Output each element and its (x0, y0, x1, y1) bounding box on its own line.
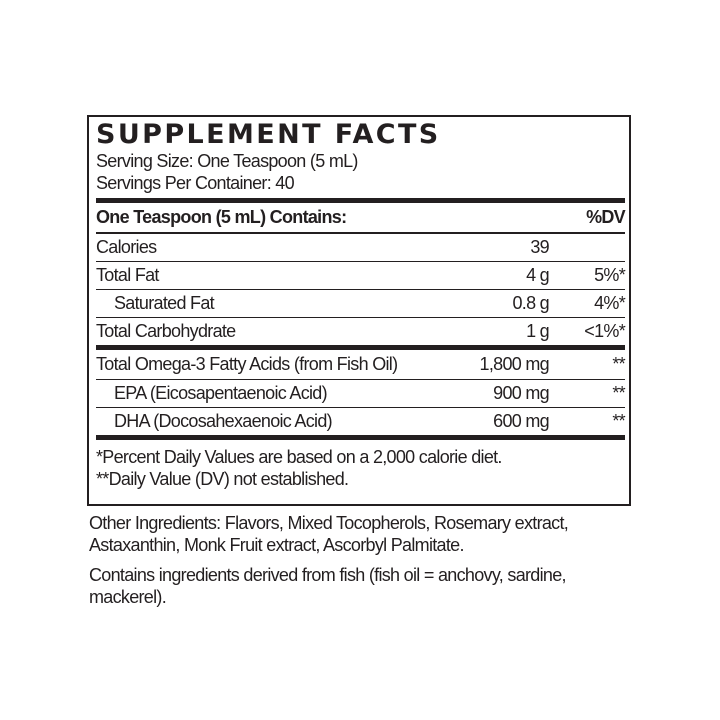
divider (96, 232, 625, 234)
table-row: Calories 39 (96, 237, 550, 257)
footnote-dv: *Percent Daily Values are based on a 2,0… (96, 447, 502, 467)
divider (96, 317, 625, 318)
allergen-statement: Contains ingredients derived from fish (… (89, 565, 567, 607)
footnote-not-established: **Daily Value (DV) not established. (96, 469, 349, 489)
table-row: Total Fat 4 g 5%* (96, 265, 626, 285)
servings-per-container: Servings Per Container: 40 (96, 173, 295, 193)
divider (96, 289, 625, 290)
table-row: Total Carbohydrate 1 g <1%* (96, 321, 626, 341)
table-row: Total Omega-3 Fatty Acids (from Fish Oil… (96, 354, 626, 374)
table-header: One Teaspoon (5 mL) Contains: %DV (96, 203, 626, 232)
header-dv: %DV (586, 207, 626, 227)
footnotes: *Percent Daily Values are based on a 2,0… (96, 440, 625, 490)
divider (96, 261, 625, 262)
other-ingredients: Other Ingredients: Flavors, Mixed Tocoph… (89, 513, 569, 555)
table-row: DHA (Docosahexaenoic Acid) 600 mg ** (114, 411, 626, 431)
panel-title: SUPPLEMENT FACTS (96, 119, 441, 150)
divider (96, 379, 625, 380)
divider-thick (96, 345, 625, 350)
table-row: Saturated Fat 0.8 g 4%* (114, 293, 626, 313)
divider-thick (96, 435, 625, 440)
divider-thick (96, 198, 625, 203)
table-row: EPA (Eicosapentaenoic Acid) 900 mg ** (114, 383, 626, 403)
serving-size: Serving Size: One Teaspoon (5 mL) (96, 151, 358, 171)
header-label: One Teaspoon (5 mL) Contains: (96, 207, 347, 227)
supplement-facts-panel: SUPPLEMENT FACTS Serving Size: One Teasp… (87, 115, 631, 506)
divider (96, 407, 625, 408)
